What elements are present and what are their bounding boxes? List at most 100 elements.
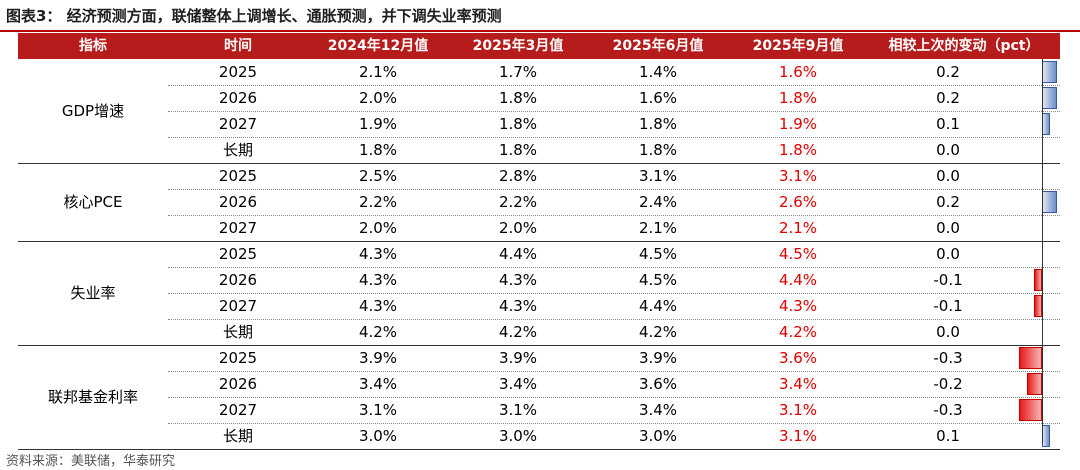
header-indicator: 指标 (79, 38, 107, 54)
table-row: 2027 1.9% 1.8% 1.8% 1.9% 0.1 (0, 111, 1080, 137)
cell-dec2024: 2.5% (358, 167, 398, 185)
figure-title: 图表3： 经济预测方面，联储整体上调增长、通胀预测，并下调失业率预测 (6, 7, 502, 25)
cell-jun2025: 4.4% (638, 297, 678, 315)
cell-time: 2026 (218, 375, 258, 393)
cell-mar2025: 4.2% (498, 323, 538, 341)
cell-sep2025: 2.1% (778, 219, 818, 237)
cell-mar2025: 3.1% (498, 401, 538, 419)
table-row: 长期 3.0% 3.0% 3.0% 3.1% 0.1 (0, 423, 1080, 449)
cell-change: 0.2 (936, 193, 960, 211)
table-row: 2026 4.3% 4.3% 4.5% 4.4% -0.1 (0, 267, 1080, 293)
cell-sep2025: 3.4% (778, 375, 818, 393)
cell-mar2025: 3.0% (498, 427, 538, 445)
cell-mar2025: 4.3% (498, 271, 538, 289)
cell-time: 长期 (222, 427, 253, 445)
cell-time: 2025 (218, 167, 258, 185)
header-sep2025: 2025年9月值 (752, 38, 844, 54)
cell-mar2025: 1.7% (498, 63, 538, 81)
cell-sep2025: 1.9% (778, 115, 818, 133)
table-row: 2027 3.1% 3.1% 3.4% 3.1% -0.3 (0, 397, 1080, 423)
cell-jun2025: 3.6% (638, 375, 678, 393)
cell-sep2025: 4.3% (778, 297, 818, 315)
cell-dec2024: 2.0% (358, 89, 398, 107)
cell-dec2024: 2.1% (358, 63, 398, 81)
cell-mar2025: 2.2% (498, 193, 538, 211)
group-label: 联邦基金利率 (47, 388, 138, 406)
cell-jun2025: 4.5% (638, 245, 678, 263)
table-header: 指标 时间 2024年12月值 2025年3月值 2025年6月值 2025年9… (18, 33, 1060, 59)
group-label: 核心PCE (63, 193, 123, 211)
group-divider (18, 241, 1060, 242)
cell-jun2025: 1.6% (638, 89, 678, 107)
header-time: 时间 (224, 38, 252, 54)
cell-dec2024: 4.3% (358, 245, 398, 263)
group-divider (18, 449, 1060, 450)
table-row: 2025 2.5% 2.8% 3.1% 3.1% 0.0 (0, 163, 1080, 189)
cell-sep2025: 3.1% (778, 401, 818, 419)
cell-dec2024: 4.2% (358, 323, 398, 341)
cell-change: 0.0 (936, 245, 960, 263)
change-bar (1042, 61, 1058, 83)
table-row: 2025 3.9% 3.9% 3.9% 3.6% -0.3 (0, 345, 1080, 371)
table-row: 2027 4.3% 4.3% 4.4% 4.3% -0.1 (0, 293, 1080, 319)
cell-mar2025: 1.8% (498, 89, 538, 107)
row-divider (168, 137, 1060, 138)
cell-change: -0.2 (933, 375, 963, 393)
cell-jun2025: 3.4% (638, 401, 678, 419)
cell-change: -0.3 (933, 349, 963, 367)
cell-time: 2025 (218, 63, 258, 81)
table-row: 2026 2.2% 2.2% 2.4% 2.6% 0.2 (0, 189, 1080, 215)
row-divider (168, 267, 1060, 268)
header-mar2025: 2025年3月值 (472, 38, 564, 54)
cell-dec2024: 3.9% (358, 349, 398, 367)
cell-dec2024: 2.2% (358, 193, 398, 211)
cell-time: 2027 (218, 219, 258, 237)
group-divider (18, 163, 1060, 164)
cell-dec2024: 4.3% (358, 271, 398, 289)
source-note: 资料来源：美联储，华泰研究 (6, 454, 176, 469)
cell-time: 长期 (222, 141, 253, 159)
cell-mar2025: 3.9% (498, 349, 538, 367)
cell-time: 2025 (218, 349, 258, 367)
cell-change: 0.2 (936, 63, 960, 81)
change-bar-axis (1042, 59, 1043, 443)
cell-change: 0.1 (936, 427, 960, 445)
cell-time: 长期 (222, 323, 253, 341)
cell-jun2025: 1.8% (638, 115, 678, 133)
cell-change: 0.2 (936, 89, 960, 107)
group-divider (18, 345, 1060, 346)
cell-dec2024: 3.0% (358, 427, 398, 445)
header-change: 相较上次的变动（pct） (888, 38, 1040, 54)
cell-change: -0.1 (933, 271, 963, 289)
cell-change: 0.0 (936, 219, 960, 237)
cell-time: 2026 (218, 271, 258, 289)
row-divider (168, 423, 1060, 424)
row-divider (168, 111, 1060, 112)
cell-mar2025: 2.0% (498, 219, 538, 237)
cell-sep2025: 1.8% (778, 141, 818, 159)
header-dec2024: 2024年12月值 (327, 38, 429, 54)
cell-jun2025: 2.1% (638, 219, 678, 237)
cell-sep2025: 3.6% (778, 349, 818, 367)
cell-sep2025: 2.6% (778, 193, 818, 211)
change-bar (1019, 347, 1042, 369)
cell-dec2024: 4.3% (358, 297, 398, 315)
table-row: 2027 2.0% 2.0% 2.1% 2.1% 0.0 (0, 215, 1080, 241)
cell-time: 2026 (218, 89, 258, 107)
row-divider (168, 215, 1060, 216)
group-label: 失业率 (70, 284, 116, 302)
cell-sep2025: 3.1% (778, 167, 818, 185)
cell-dec2024: 3.4% (358, 375, 398, 393)
cell-jun2025: 2.4% (638, 193, 678, 211)
change-bar (1034, 269, 1042, 291)
row-divider (168, 319, 1060, 320)
change-bar (1034, 295, 1042, 317)
table-row: 2026 3.4% 3.4% 3.6% 3.4% -0.2 (0, 371, 1080, 397)
cell-time: 2027 (218, 115, 258, 133)
cell-dec2024: 3.1% (358, 401, 398, 419)
cell-change: -0.1 (933, 297, 963, 315)
change-bar (1042, 191, 1058, 213)
cell-jun2025: 3.0% (638, 427, 678, 445)
cell-jun2025: 3.1% (638, 167, 678, 185)
cell-sep2025: 3.1% (778, 427, 818, 445)
